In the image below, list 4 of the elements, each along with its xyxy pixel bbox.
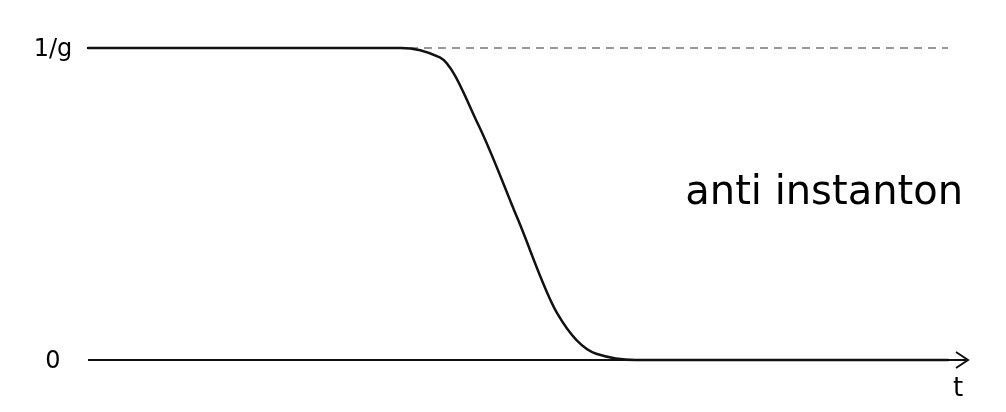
y-tick-label: 0 — [45, 346, 61, 375]
y-tick-label: 1/g — [33, 34, 73, 63]
x-axis-title: t — [952, 372, 964, 402]
annotation: anti instanton — [685, 167, 963, 213]
